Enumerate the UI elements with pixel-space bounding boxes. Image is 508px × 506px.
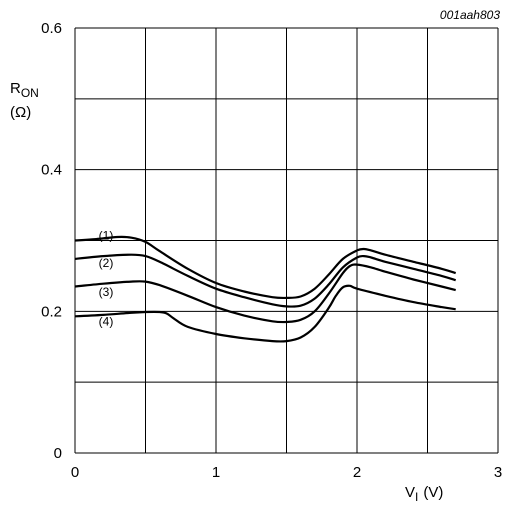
y-tick-label: 0 (54, 445, 62, 462)
curve-label: (2) (99, 256, 114, 270)
y-axis-label: RON (10, 80, 39, 100)
curve-label: (3) (99, 285, 114, 299)
series-line (74, 253, 457, 308)
y-tick-label: 0.6 (41, 20, 62, 37)
y-axis-label-sub: ON (21, 86, 39, 100)
x-axis-label-sub: I (415, 490, 418, 504)
y-axis-label-main: R (10, 80, 21, 97)
series-line (74, 235, 457, 300)
curve-label: (1) (99, 229, 114, 243)
x-tick-label: 3 (494, 464, 502, 481)
x-tick-labels: 0 1 2 3 (71, 464, 502, 481)
figure-id: 001aah803 (440, 8, 500, 22)
y-axis-unit: (Ω) (10, 104, 31, 121)
x-axis-label-unit: (V) (423, 484, 443, 501)
x-tick-label: 1 (212, 464, 220, 481)
x-axis-label-main: V (405, 484, 415, 501)
curve-labels: (1) (2) (3) (4) (99, 229, 114, 329)
x-tick-label: 2 (353, 464, 361, 481)
series-line (74, 284, 456, 343)
y-tick-label: 0.4 (41, 162, 62, 179)
grid (74, 27, 499, 454)
curve-label: (4) (99, 314, 114, 328)
series-group (74, 235, 457, 343)
x-axis-label: VI (V) (405, 484, 443, 504)
series-line (74, 263, 456, 324)
y-tick-label: 0.2 (41, 303, 62, 320)
x-tick-label: 0 (71, 464, 79, 481)
y-tick-labels: 0 0.2 0.4 0.6 (41, 20, 62, 462)
